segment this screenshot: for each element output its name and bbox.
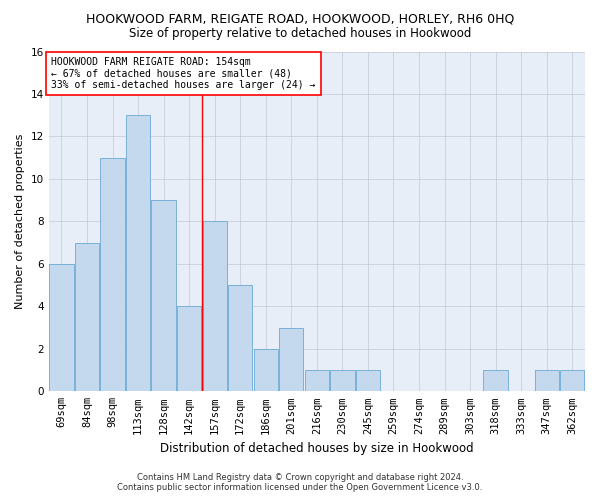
Text: HOOKWOOD FARM REIGATE ROAD: 154sqm
← 67% of detached houses are smaller (48)
33%: HOOKWOOD FARM REIGATE ROAD: 154sqm ← 67%… (52, 56, 316, 90)
X-axis label: Distribution of detached houses by size in Hookwood: Distribution of detached houses by size … (160, 442, 473, 455)
Bar (100, 158, 125, 392)
Bar (151, 200, 176, 392)
Bar (535, 370, 559, 392)
Bar (305, 370, 329, 392)
Bar (228, 285, 253, 392)
Y-axis label: Number of detached properties: Number of detached properties (15, 134, 25, 309)
Text: HOOKWOOD FARM, REIGATE ROAD, HOOKWOOD, HORLEY, RH6 0HQ: HOOKWOOD FARM, REIGATE ROAD, HOOKWOOD, H… (86, 12, 514, 26)
Bar (203, 222, 227, 392)
Bar (126, 115, 150, 392)
Bar (254, 349, 278, 392)
Bar (356, 370, 380, 392)
Bar (484, 370, 508, 392)
Bar (177, 306, 201, 392)
Bar (75, 242, 99, 392)
Bar (279, 328, 304, 392)
Text: Contains HM Land Registry data © Crown copyright and database right 2024.
Contai: Contains HM Land Registry data © Crown c… (118, 473, 482, 492)
Bar (330, 370, 355, 392)
Bar (49, 264, 74, 392)
Text: Size of property relative to detached houses in Hookwood: Size of property relative to detached ho… (129, 28, 471, 40)
Bar (560, 370, 584, 392)
